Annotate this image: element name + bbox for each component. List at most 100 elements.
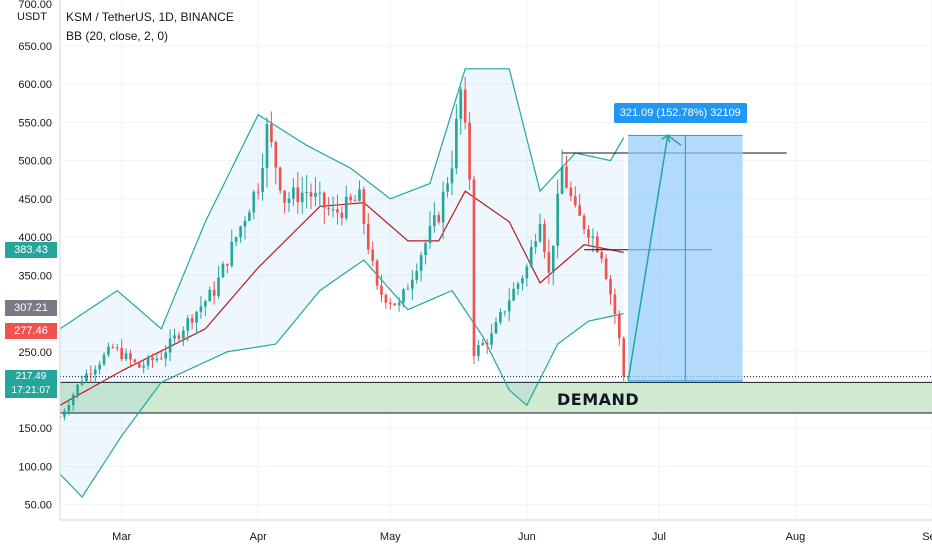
candle-body: [331, 209, 335, 211]
candle-body: [507, 300, 511, 312]
candle-body: [230, 241, 234, 266]
candle-body: [107, 346, 110, 355]
candle-body: [600, 252, 604, 259]
candle-body: [477, 345, 480, 357]
candle-body: [415, 270, 419, 280]
candle-body: [534, 241, 537, 247]
time-tick-label: Mar: [112, 531, 131, 543]
bb-basis-line: [59, 190, 624, 406]
price-tag-value: 383.43: [14, 243, 48, 256]
candle-body: [278, 167, 282, 191]
candle-body: [516, 283, 520, 289]
candle-body: [248, 212, 251, 221]
price-tick-label-top: 700.00: [18, 0, 52, 11]
candle-body: [217, 277, 220, 296]
candle-body: [115, 347, 119, 349]
candle-body: [305, 192, 308, 194]
candle-body: [208, 289, 212, 302]
candle-body: [146, 357, 150, 366]
candle-body: [366, 223, 370, 250]
candle-body: [102, 354, 106, 365]
candle-body: [362, 189, 366, 224]
candle-body: [349, 196, 352, 201]
candle-body: [595, 236, 599, 253]
candle-body: [314, 192, 317, 197]
candle-body: [85, 373, 88, 382]
price-tag-307: 307.21: [5, 300, 57, 317]
candle-body: [234, 237, 238, 242]
candle-body: [459, 89, 463, 119]
candle-body: [80, 381, 84, 385]
candle-body: [190, 318, 194, 323]
countdown-timer: 17:21:07: [5, 383, 57, 398]
candle-body: [604, 258, 608, 280]
candle-body: [124, 353, 128, 360]
price-tag-value: 277.46: [14, 324, 48, 337]
candle-body: [199, 306, 203, 312]
candle-body: [441, 191, 445, 223]
bb-lower-line: [59, 259, 624, 499]
candle-body: [155, 358, 159, 361]
candle-body: [292, 187, 295, 199]
candle-body: [76, 384, 79, 395]
indicator-legend[interactable]: BB (20, close, 2, 0): [66, 29, 169, 43]
candle-body: [296, 187, 300, 203]
candle-body: [322, 192, 326, 208]
candle-body: [226, 263, 229, 266]
candle-body: [433, 215, 436, 227]
candle-body: [591, 236, 595, 238]
price-tick-label: 350.00: [18, 270, 52, 282]
demand-zone-label: DEMAND: [557, 390, 640, 410]
price-tag-383: 383.43: [5, 241, 57, 258]
price-tick-label: 600.00: [18, 79, 52, 91]
candle-body: [613, 294, 617, 315]
candle-body: [336, 209, 339, 213]
candle-body: [287, 198, 291, 203]
candle-body: [243, 220, 247, 227]
candle-body: [551, 245, 555, 273]
price-tag-value: 307.21: [14, 302, 48, 315]
candle-body: [622, 338, 626, 377]
candle-body: [67, 405, 71, 412]
candle-body: [186, 318, 190, 331]
price-tick-label: 500.00: [18, 156, 52, 168]
candle-body: [393, 303, 397, 306]
price-tick-label: 150.00: [18, 423, 52, 435]
price-tick-label: 550.00: [18, 117, 52, 129]
candle-body: [547, 252, 551, 273]
candle-body: [137, 362, 141, 368]
price-tick-label: 100.00: [18, 461, 52, 473]
candle-body: [472, 179, 476, 357]
candle-body: [177, 335, 181, 339]
time-tick-label: Sep: [922, 531, 932, 543]
candle-body: [512, 288, 515, 301]
candle-body: [380, 285, 383, 295]
candle-body: [402, 289, 405, 303]
candle-body: [481, 342, 485, 346]
candle-body: [556, 193, 559, 246]
candle-body: [587, 229, 590, 238]
candle-body: [617, 314, 621, 339]
last-price-tag: 217.49 17:21:07: [5, 369, 57, 398]
candle-body: [133, 359, 137, 363]
candle-body: [578, 205, 581, 216]
candle-body: [151, 357, 154, 361]
candle-body: [468, 122, 471, 180]
price-tag-277: 277.46: [5, 322, 57, 339]
candle-body: [71, 394, 75, 406]
projection-label: 321.09 (152.78%) 32109: [613, 103, 747, 124]
candle-body: [164, 352, 168, 359]
candle-body: [397, 302, 401, 306]
candle-body: [450, 168, 454, 184]
candle-body: [270, 124, 273, 143]
candle-body: [582, 215, 586, 230]
candle-body: [499, 312, 502, 323]
candle-body: [93, 369, 97, 375]
candle-body: [503, 311, 507, 313]
candle-body: [446, 183, 449, 192]
candle-body: [159, 358, 163, 360]
candle-body: [485, 342, 489, 345]
candle-body: [309, 192, 313, 197]
